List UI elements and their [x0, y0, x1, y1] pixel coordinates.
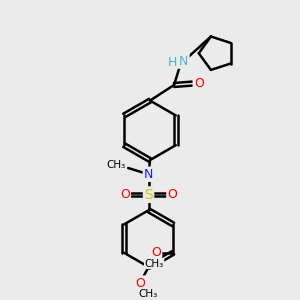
Text: O: O	[167, 188, 177, 201]
Text: N: N	[179, 55, 188, 68]
Text: O: O	[136, 277, 146, 290]
Text: H: H	[168, 56, 177, 69]
Text: CH₃: CH₃	[106, 160, 125, 170]
Text: O: O	[120, 188, 130, 201]
Text: O: O	[194, 77, 204, 90]
Text: N: N	[144, 168, 153, 181]
Text: CH₃: CH₃	[138, 289, 158, 298]
Text: S: S	[144, 188, 153, 202]
Text: CH₃: CH₃	[145, 259, 164, 269]
Text: O: O	[151, 246, 161, 259]
